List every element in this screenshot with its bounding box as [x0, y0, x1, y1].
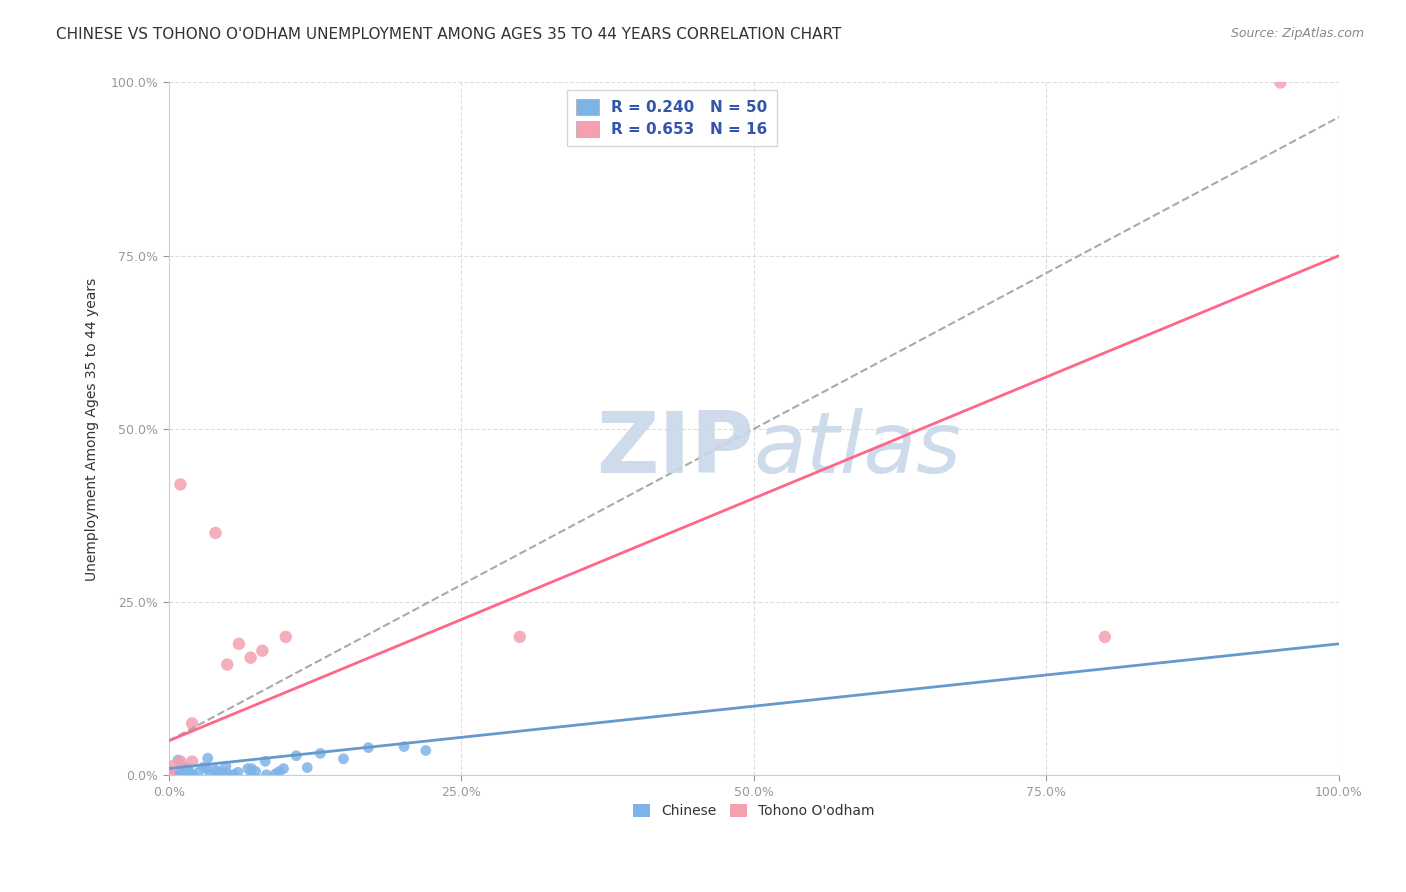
Point — [252, 644, 274, 658]
Text: CHINESE VS TOHONO O'ODHAM UNEMPLOYMENT AMONG AGES 35 TO 44 YEARS CORRELATION CHA: CHINESE VS TOHONO O'ODHAM UNEMPLOYMENT A… — [56, 27, 842, 42]
Point — [172, 762, 194, 776]
Point — [163, 765, 186, 780]
Point — [193, 760, 215, 774]
Point — [509, 630, 531, 644]
Point — [176, 761, 198, 775]
Point — [160, 768, 183, 782]
Point — [240, 768, 263, 782]
Point — [181, 768, 204, 782]
Point — [167, 753, 190, 767]
Point — [217, 657, 239, 672]
Point — [264, 767, 287, 781]
Point — [181, 755, 204, 769]
Point — [228, 637, 250, 651]
Point — [226, 765, 249, 780]
Point — [159, 764, 181, 779]
Point — [215, 759, 238, 773]
Y-axis label: Unemployment Among Ages 35 to 44 years: Unemployment Among Ages 35 to 44 years — [86, 277, 100, 581]
Point — [173, 768, 195, 782]
Point — [392, 739, 415, 754]
Point — [215, 765, 238, 780]
Point — [166, 765, 188, 780]
Point — [1094, 630, 1116, 644]
Point — [285, 748, 308, 763]
Point — [173, 760, 195, 774]
Point — [309, 747, 332, 761]
Point — [211, 766, 233, 780]
Point — [169, 755, 191, 769]
Point — [179, 765, 201, 780]
Point — [165, 768, 187, 782]
Point — [239, 650, 262, 665]
Point — [157, 764, 180, 779]
Point — [204, 763, 226, 777]
Legend: Chinese, Tohono O'odham: Chinese, Tohono O'odham — [627, 799, 880, 824]
Point — [274, 630, 297, 644]
Point — [208, 764, 231, 779]
Text: Source: ZipAtlas.com: Source: ZipAtlas.com — [1230, 27, 1364, 40]
Point — [254, 754, 277, 768]
Point — [176, 768, 198, 782]
Point — [415, 743, 437, 757]
Point — [160, 767, 183, 781]
Point — [198, 767, 221, 781]
Point — [177, 768, 200, 782]
Point — [245, 764, 267, 779]
Text: atlas: atlas — [754, 409, 962, 491]
Point — [163, 766, 186, 780]
Point — [357, 740, 380, 755]
Point — [181, 716, 204, 731]
Point — [179, 768, 201, 782]
Point — [273, 762, 295, 776]
Point — [157, 768, 180, 782]
Point — [256, 768, 278, 782]
Point — [163, 758, 186, 772]
Point — [187, 765, 209, 780]
Point — [157, 768, 180, 782]
Point — [240, 762, 263, 776]
Point — [222, 767, 245, 781]
Point — [174, 766, 197, 780]
Point — [167, 768, 190, 782]
Point — [197, 751, 219, 765]
Point — [195, 761, 218, 775]
Point — [1270, 75, 1292, 89]
Point — [160, 768, 183, 782]
Point — [267, 764, 290, 779]
Point — [297, 760, 319, 774]
Point — [169, 477, 191, 491]
Point — [204, 525, 226, 540]
Point — [332, 752, 354, 766]
Point — [236, 762, 259, 776]
Text: ZIP: ZIP — [596, 409, 754, 491]
Point — [165, 765, 187, 780]
